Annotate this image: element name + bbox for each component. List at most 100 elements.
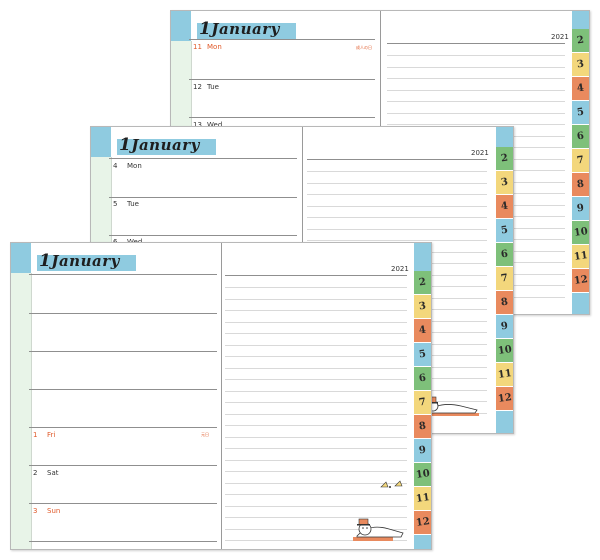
- tab-strip-end: [414, 535, 431, 549]
- tab-strip-end: [572, 293, 589, 314]
- month-tab-12[interactable]: 12: [496, 387, 513, 410]
- ruled-line: [225, 344, 407, 346]
- month-tab-5[interactable]: 5: [572, 101, 589, 124]
- year-label: 2021: [551, 33, 569, 41]
- day-entry: 4 Mon: [113, 162, 142, 170]
- month-tab-label: 5: [418, 348, 427, 361]
- ruled-line: [225, 471, 407, 472]
- ruled-line: [387, 112, 565, 114]
- ruled-line: [225, 321, 407, 323]
- month-tab-label: 4: [576, 82, 585, 95]
- month-tab-3[interactable]: 3: [496, 171, 513, 194]
- ruled-line: [225, 402, 407, 403]
- month-tab-6[interactable]: 6: [414, 367, 431, 390]
- ruled-line: [225, 413, 407, 415]
- month-tab-10[interactable]: 10: [414, 463, 431, 486]
- month-tab-label: 12: [572, 274, 589, 287]
- month-tab-label: 7: [418, 396, 427, 409]
- ruled-line: [225, 448, 407, 449]
- month-title: 1January: [117, 135, 216, 155]
- month-tab-9[interactable]: 9: [414, 439, 431, 462]
- month-tab-8[interactable]: 8: [414, 415, 431, 438]
- ruled-line: [225, 310, 407, 311]
- birds-illustration: [380, 480, 403, 488]
- tab-strip-head: [496, 127, 513, 147]
- ruled-line: [307, 205, 487, 207]
- month-tab-2[interactable]: 2: [496, 147, 513, 170]
- month-tab-label: 9: [500, 320, 509, 333]
- month-tab-12[interactable]: 12: [414, 511, 431, 534]
- month-tab-label: 2: [576, 34, 585, 47]
- ruled-line: [387, 66, 565, 68]
- ruled-line: [225, 390, 407, 392]
- month-tab-6[interactable]: 6: [572, 125, 589, 148]
- month-tab-9[interactable]: 9: [496, 315, 513, 338]
- month-tab-6[interactable]: 6: [496, 243, 513, 266]
- month-tab-9[interactable]: 9: [572, 197, 589, 220]
- ruled-line: [225, 436, 407, 438]
- month-tab-5[interactable]: 5: [496, 219, 513, 242]
- month-tab-10[interactable]: 10: [496, 339, 513, 362]
- month-tab-label: 2: [418, 276, 427, 289]
- month-tab-4[interactable]: 4: [414, 319, 431, 342]
- month-tab-label: 6: [418, 372, 427, 385]
- month-title: 1January: [37, 251, 136, 271]
- month-tab-11[interactable]: 11: [572, 245, 589, 268]
- month-tab-10[interactable]: 10: [572, 221, 589, 244]
- ruled-line: [225, 287, 407, 288]
- year-label: 2021: [471, 149, 489, 157]
- ruled-line: [387, 89, 565, 91]
- holiday-note: 元日: [201, 432, 209, 437]
- ruled-line: [307, 240, 487, 241]
- day-entry: 11 Mon: [193, 43, 222, 51]
- ruled-line: [225, 482, 407, 484]
- ruled-line: [307, 182, 487, 184]
- month-tab-label: 11: [414, 492, 431, 505]
- ruled-line: [307, 217, 487, 218]
- ruled-line: [225, 540, 407, 541]
- month-tab-3[interactable]: 3: [572, 53, 589, 76]
- ruled-line: [225, 333, 407, 334]
- ruled-line: [307, 171, 487, 172]
- ruled-line: [387, 78, 565, 79]
- month-tab-label: 7: [576, 154, 585, 167]
- year-label: 2021: [391, 265, 409, 273]
- month-tab-label: 10: [414, 468, 431, 481]
- planner-spread-front: 1January 1 Fri 元日 2 Sat 3 Sun 2021 2 3 4 5 6 7 8 9…: [10, 242, 432, 550]
- month-tab-8[interactable]: 8: [572, 173, 589, 196]
- month-tab-label: 8: [576, 178, 585, 191]
- month-tab-2[interactable]: 2: [414, 271, 431, 294]
- ruled-line: [225, 517, 407, 518]
- month-tab-label: 11: [496, 368, 513, 381]
- month-tab-2[interactable]: 2: [572, 29, 589, 52]
- month-tab-label: 10: [572, 226, 589, 239]
- ruled-line: [387, 124, 565, 125]
- day-entry: 1 Fri: [33, 431, 56, 439]
- month-tab-11[interactable]: 11: [414, 487, 431, 510]
- month-tab-4[interactable]: 4: [572, 77, 589, 100]
- month-tab-7[interactable]: 7: [414, 391, 431, 414]
- ruled-line: [387, 101, 565, 102]
- day-entry: 5 Tue: [113, 200, 139, 208]
- month-tab-7[interactable]: 7: [496, 267, 513, 290]
- month-tab-4[interactable]: 4: [496, 195, 513, 218]
- ruled-line: [307, 194, 487, 195]
- day-entry: 3 Sun: [33, 507, 61, 515]
- day-entry: 2 Sat: [33, 469, 59, 477]
- month-tab-label: 11: [572, 250, 589, 263]
- page-edge-strip: [11, 273, 32, 549]
- day-entry: 12 Tue: [193, 83, 219, 91]
- month-tab-label: 3: [500, 176, 509, 189]
- month-tab-12[interactable]: 12: [572, 269, 589, 292]
- month-tab-label: 6: [500, 248, 509, 261]
- month-tab-7[interactable]: 7: [572, 149, 589, 172]
- month-tab-3[interactable]: 3: [414, 295, 431, 318]
- tab-strip-end: [496, 411, 513, 433]
- month-tab-11[interactable]: 11: [496, 363, 513, 386]
- ruled-line: [225, 494, 407, 495]
- month-tab-label: 4: [418, 324, 427, 337]
- month-tab-8[interactable]: 8: [496, 291, 513, 314]
- month-tab-5[interactable]: 5: [414, 343, 431, 366]
- tab-strip-head: [414, 243, 431, 271]
- ruled-line: [225, 459, 407, 461]
